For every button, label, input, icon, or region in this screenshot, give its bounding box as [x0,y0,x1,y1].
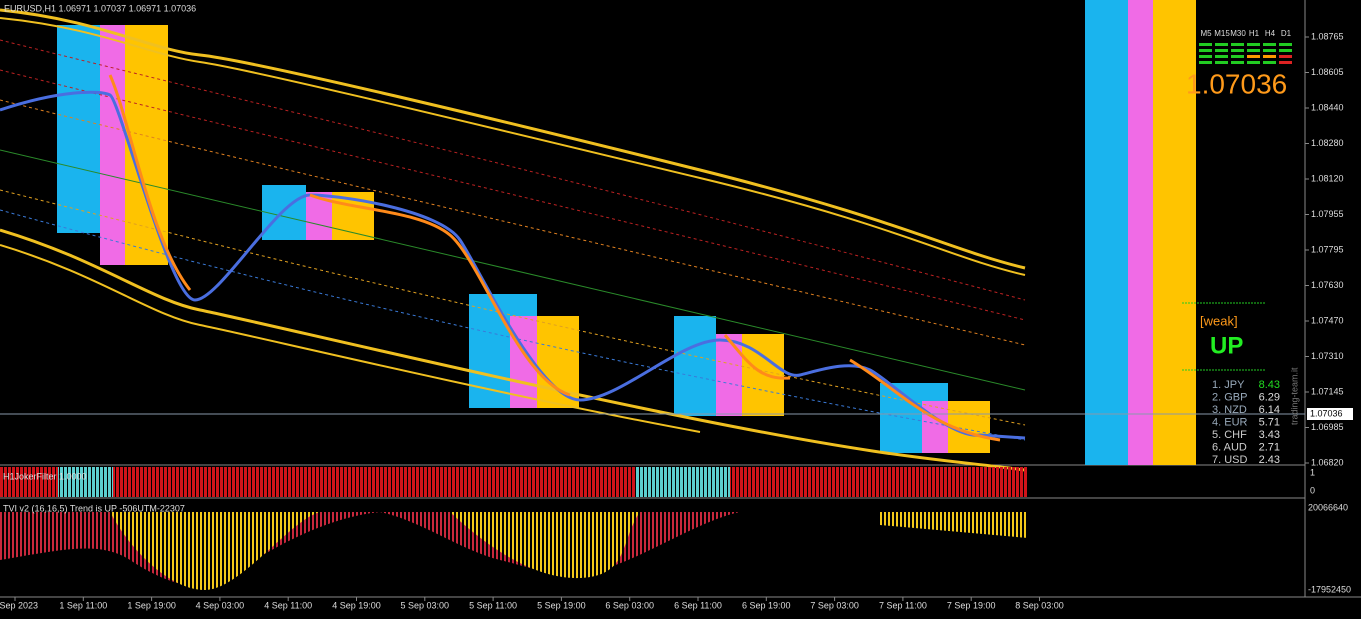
timeframe-signal [1263,55,1276,58]
currency-rank: 5. CHF [1212,429,1247,441]
timeframe-signal [1215,43,1228,46]
price-label: 1.07955 [1311,209,1344,219]
joker-histogram [113,467,318,497]
timeframe-signal [1231,55,1244,58]
timeframe-signal [1199,55,1212,58]
tvi-histogram [450,512,640,579]
current-price: 1.07036 [1310,408,1343,418]
tvi-histogram [880,512,1028,538]
price-label: 1.08605 [1311,67,1344,77]
panel-strength: [weak] [1200,313,1238,328]
price-label: 1.06985 [1311,422,1344,432]
timeframe-signal [1263,61,1276,64]
joker-histogram [0,467,58,497]
time-label: 5 Sep 03:00 [401,600,450,610]
timeframe-signal [1199,43,1212,46]
chart-header: EURUSD,H1 1.06971 1.07037 1.06971 1.0703… [4,3,196,13]
tvi-histogram [110,512,320,590]
timeframe-signal [1231,43,1244,46]
timeframe-signal [1247,49,1260,52]
bands [0,8,1026,472]
time-label: 5 Sep 19:00 [537,600,586,610]
timeframe-signal [1279,43,1292,46]
time-label: 4 Sep 03:00 [196,600,245,610]
timeframe-label: H1 [1249,29,1260,38]
time-label: 8 Sep 03:00 [1015,600,1064,610]
currency-value: 8.43 [1259,379,1280,391]
time-label: 1 Sep 11:00 [59,600,107,610]
joker-histogram [636,467,730,497]
time-label: 6 Sep 11:00 [674,600,722,610]
price-label: 1.08120 [1311,173,1344,183]
joker-axis-label: 0 [1310,485,1315,495]
time-label: 4 Sep 11:00 [264,600,312,610]
timeframe-signal [1247,43,1260,46]
price-label: 1.07630 [1311,280,1344,290]
panel-direction: UP [1210,332,1243,359]
time-label: 7 Sep 19:00 [947,600,996,610]
currency-value: 6.29 [1259,391,1280,403]
timeframe-signal [1199,49,1212,52]
timeframe-label: D1 [1281,29,1292,38]
timeframe-label: M15 [1214,29,1230,38]
timeframe-signal [1215,61,1228,64]
currency-value: 2.43 [1259,454,1280,466]
price-label: 1.07310 [1311,351,1344,361]
watermark: trading-team.it [1289,367,1299,425]
tvi-axis-label: 20066640 [1308,502,1348,512]
joker-label: H1JokerFilter 1.0000 [3,471,87,481]
time-label: 1 Sep 19:00 [127,600,176,610]
time-label: 1 Sep 2023 [0,600,38,610]
timeframe-label: M30 [1230,29,1246,38]
time-label: 6 Sep 03:00 [605,600,654,610]
joker-histogram [318,467,636,497]
timeframe-signal [1279,55,1292,58]
currency-rank: 7. USD [1212,454,1248,466]
currency-rank: 1. JPY [1212,379,1245,391]
price-label: 1.07145 [1311,386,1344,396]
time-label: 7 Sep 03:00 [810,600,859,610]
timeframe-signal [1215,49,1228,52]
currency-rank: 2. GBP [1212,391,1247,403]
timeframe-signal [1231,49,1244,52]
currency-rank: 4. EUR [1212,416,1248,428]
currency-rank: 3. NZD [1212,404,1247,416]
timeframe-signal [1263,49,1276,52]
panel-price: 1.07036 [1186,68,1287,99]
timeframe-signal [1279,49,1292,52]
timeframe-signal [1279,61,1292,64]
timeframe-label: H4 [1265,29,1276,38]
time-label: 6 Sep 19:00 [742,600,791,610]
timeframe-signal [1215,55,1228,58]
price-label: 1.08440 [1311,102,1344,112]
signal-line [108,74,1001,442]
tvi-label: TVI v2 (16,16,5) Trend is UP -506UTM-223… [3,503,185,513]
currency-value: 5.71 [1259,416,1280,428]
price-label: 1.07470 [1311,315,1344,325]
currency-value: 6.14 [1259,404,1280,416]
price-label: 1.08765 [1311,31,1344,41]
timeframe-signal [1231,61,1244,64]
joker-histogram [58,467,113,497]
joker-axis-label: 1 [1310,467,1315,477]
current-price-box [1307,408,1353,420]
price-label: 1.08280 [1311,138,1344,148]
price-label: 1.06820 [1311,457,1344,467]
timeframe-label: M5 [1200,29,1212,38]
currency-value: 3.43 [1259,429,1280,441]
time-label: 5 Sep 11:00 [469,600,517,610]
tvi-axis-label: -17952450 [1308,584,1351,594]
currency-rank: 6. AUD [1212,441,1247,453]
joker-histogram [730,467,1028,497]
timeframe-signal [1247,55,1260,58]
timeframe-signal [1247,61,1260,64]
time-label: 4 Sep 19:00 [332,600,381,610]
timeframe-signal [1199,61,1212,64]
price-label: 1.07795 [1311,244,1344,254]
currency-value: 2.71 [1259,441,1280,453]
time-label: 7 Sep 11:00 [879,600,927,610]
timeframe-signal [1263,43,1276,46]
